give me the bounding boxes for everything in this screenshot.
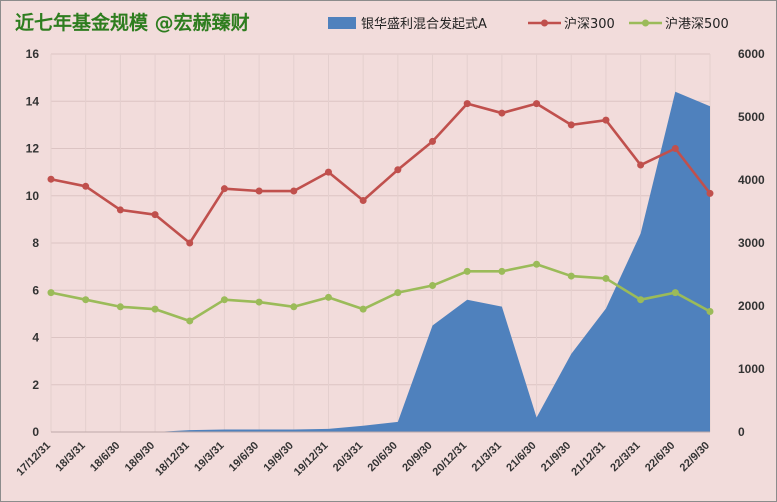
x-axis-tick-label: 20/9/30: [400, 440, 434, 474]
x-axis-tick-label: 19/3/31: [192, 440, 226, 474]
data-point-hgs500: [498, 267, 506, 275]
x-axis-tick-label: 20/3/31: [331, 440, 365, 474]
data-point-hs300: [220, 185, 228, 193]
left-axis-tick-label: 14: [26, 94, 40, 108]
x-axis-tick-label: 19/12/31: [292, 440, 331, 479]
data-point-hgs500: [463, 267, 471, 275]
legend: 银华盛利混合发起式A 沪深300 沪港深500: [328, 16, 729, 32]
x-axis-tick-label: 20/6/30: [366, 440, 400, 474]
legend-label-hs300: 沪深300: [564, 16, 615, 32]
data-point-hgs500: [567, 272, 575, 280]
data-point-hgs500: [429, 282, 437, 290]
x-axis-tick-label: 18/9/30: [123, 440, 157, 474]
data-point-hgs500: [186, 317, 194, 325]
data-point-hgs500: [706, 308, 714, 316]
data-point-hgs500: [255, 298, 263, 306]
left-axis-tick-label: 2: [32, 378, 39, 392]
data-point-hgs500: [637, 296, 645, 304]
data-point-hs300: [394, 166, 402, 174]
data-point-hgs500: [116, 303, 124, 311]
x-axis-tick-label: 21/12/31: [569, 440, 608, 479]
data-point-hs300: [116, 206, 124, 214]
data-point-hs300: [498, 109, 506, 117]
right-axis-tick-label: 4000: [738, 173, 765, 187]
data-point-hgs500: [324, 293, 332, 301]
left-axis-tick-label: 16: [26, 47, 40, 61]
data-point-hgs500: [47, 289, 55, 297]
data-point-hgs500: [394, 289, 402, 297]
data-point-hgs500: [151, 305, 159, 313]
right-axis-tick-label: 1000: [738, 362, 765, 376]
x-axis-tick-label: 19/9/30: [261, 440, 295, 474]
data-point-hs300: [151, 211, 159, 219]
data-point-hs300: [82, 182, 90, 190]
data-point-hs300: [290, 187, 298, 195]
left-axis-tick-label: 8: [32, 236, 39, 250]
data-point-hs300: [637, 161, 645, 169]
x-axis-tick-label: 21/3/31: [470, 440, 504, 474]
left-axis-tick-label: 0: [32, 425, 39, 439]
data-point-hs300: [359, 196, 367, 204]
data-point-hgs500: [533, 260, 541, 268]
x-axis-tick-label: 22/3/31: [608, 440, 642, 474]
x-axis-tick-label: 18/3/31: [53, 440, 87, 474]
left-axis-tick-label: 6: [32, 283, 39, 297]
legend-marker-hs300: [541, 19, 548, 27]
legend-label-hgs500: 沪港深500: [665, 16, 729, 32]
data-point-hgs500: [290, 303, 298, 311]
data-point-hgs500: [82, 296, 90, 304]
left-axis-tick-label: 12: [26, 142, 40, 156]
line-series-hs300: [50, 102, 712, 245]
left-axis-tick-label: 10: [26, 189, 40, 203]
right-axis-tick-label: 0: [738, 425, 745, 439]
right-axis-tick-label: 2000: [738, 299, 765, 313]
x-axis-tick-label: 22/6/30: [643, 440, 677, 474]
data-point-hgs500: [220, 296, 228, 304]
data-point-hs300: [463, 100, 471, 108]
x-axis-tick-label: 18/12/31: [153, 440, 192, 479]
right-axis-tick-label: 6000: [738, 47, 765, 61]
right-axis-tick-label: 3000: [738, 236, 765, 250]
chart-title: 近七年基金规模 @宏赫臻财: [15, 11, 250, 34]
x-axis-tick-label: 21/9/30: [539, 440, 573, 474]
area-series-layer: [51, 91, 710, 433]
right-axis-tick-label: 5000: [738, 110, 765, 124]
data-point-hs300: [533, 100, 541, 108]
data-point-hs300: [429, 137, 437, 145]
x-axis-tick-label: 19/6/30: [227, 440, 261, 474]
data-point-hs300: [706, 189, 714, 197]
data-point-hs300: [567, 121, 575, 129]
legend-marker-hgs500: [642, 19, 649, 27]
x-axis-tick-label: 17/12/31: [14, 440, 53, 479]
legend-label-area: 银华盛利混合发起式A: [361, 16, 487, 32]
left-axis-tick-label: 4: [32, 331, 39, 345]
data-point-hs300: [47, 175, 55, 183]
data-point-hs300: [255, 187, 263, 195]
area-series-fund: [51, 91, 710, 433]
data-point-hs300: [602, 116, 610, 124]
x-axis-tick-label: 18/6/30: [88, 440, 122, 474]
line-series-layer: [47, 100, 714, 325]
data-point-hs300: [324, 168, 332, 176]
line-series-hgs500: [50, 262, 711, 323]
legend-swatch-area: [328, 17, 356, 29]
x-axis-tick-label: 20/12/31: [431, 440, 470, 479]
x-axis-tick-label: 22/9/30: [678, 440, 712, 474]
data-point-hgs500: [602, 274, 610, 282]
data-point-hs300: [671, 145, 679, 152]
x-axis-tick-label: 21/6/30: [504, 440, 538, 474]
data-point-hs300: [186, 239, 194, 247]
data-point-hgs500: [359, 305, 367, 313]
data-point-hgs500: [671, 289, 679, 297]
